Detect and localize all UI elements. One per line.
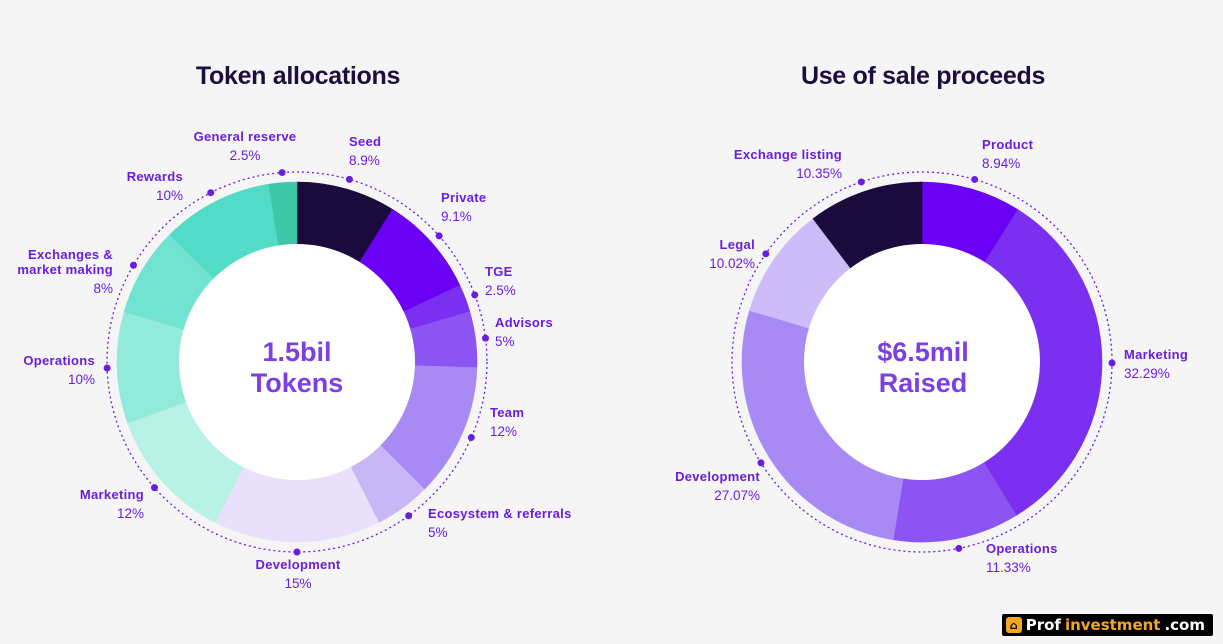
watermark-text-1: Prof — [1025, 616, 1061, 634]
label-value: 9.1% — [441, 209, 472, 224]
marker-dot — [150, 484, 158, 492]
label-team: Team 12% — [490, 405, 524, 439]
label-proceeds-operations: Operations 11.33% — [986, 541, 1058, 575]
donut-hole — [804, 244, 1040, 480]
watermark-logo: ⌂ Prof investment .com — [1001, 614, 1213, 636]
label-ecosystem-referrals: Ecosystem & referrals 5% — [428, 506, 572, 540]
label-value: 5% — [428, 525, 448, 540]
label-text-line2: market making — [17, 262, 113, 277]
label-marketing: Marketing 12% — [46, 487, 144, 521]
label-value: 15% — [284, 576, 312, 591]
use-of-proceeds-title: Use of sale proceeds — [800, 62, 1046, 90]
label-value: 8.9% — [349, 153, 380, 168]
token-total-center-label: 1.5bil Tokens — [187, 337, 407, 399]
marker-dot — [345, 175, 353, 183]
label-product: Product 8.94% — [982, 137, 1033, 171]
label-value: 8.94% — [982, 156, 1021, 171]
label-value: 12% — [116, 506, 144, 521]
label-tge: TGE 2.5% — [485, 264, 516, 298]
label-proceeds-marketing: Marketing 32.29% — [1124, 347, 1188, 381]
label-general-reserve: General reserve 2.5% — [175, 129, 315, 163]
label-operations: Operations 10% — [0, 353, 95, 387]
raised-total-center-label: $6.5mil Raised — [813, 337, 1033, 399]
watermark-text-2: investment — [1064, 616, 1161, 634]
raised-total-value: $6.5mil — [877, 337, 969, 367]
label-text: Legal — [719, 237, 755, 252]
label-text: Product — [982, 137, 1034, 152]
label-development: Development 15% — [248, 557, 348, 591]
marker-dot — [757, 459, 765, 467]
label-value: 10% — [67, 372, 95, 387]
label-value: 12% — [490, 424, 518, 439]
label-value: 5% — [495, 334, 515, 349]
label-text: Ecosystem & referrals — [428, 506, 572, 521]
label-value: 11.33% — [986, 560, 1031, 575]
label-value: 10.02% — [709, 256, 755, 271]
label-seed: Seed 8.9% — [349, 134, 381, 168]
label-text: Advisors — [495, 315, 554, 330]
marker-dot — [293, 548, 301, 556]
marker-dot — [857, 178, 865, 186]
label-value: 8% — [93, 281, 113, 296]
marker-dot — [971, 175, 979, 183]
label-value: 10.35% — [796, 166, 842, 181]
label-text: Development — [255, 557, 341, 572]
label-text: Exchange listing — [733, 147, 842, 162]
donut-hole — [179, 244, 415, 480]
label-text: General reserve — [193, 129, 297, 144]
marker-dot — [955, 544, 963, 552]
marker-dot — [471, 291, 479, 299]
label-advisors: Advisors 5% — [495, 315, 553, 349]
marker-dot — [278, 169, 286, 177]
dotted-guide-ring — [106, 171, 488, 553]
label-private: Private 9.1% — [441, 190, 486, 224]
label-text: Marketing — [79, 487, 144, 502]
marker-dot — [762, 250, 770, 258]
label-value: 32.29% — [1124, 366, 1170, 381]
label-rewards: Rewards 10% — [84, 169, 183, 203]
marker-dot — [482, 334, 490, 342]
donut-chart-2 — [731, 171, 1116, 553]
label-text: Operations — [986, 541, 1058, 556]
label-text-line1: Exchanges & — [28, 247, 113, 262]
token-total-value: 1.5bil — [262, 337, 332, 367]
label-text: Seed — [349, 134, 382, 149]
label-text: Team — [490, 405, 525, 420]
label-proceeds-development: Development 27.07% — [640, 469, 760, 503]
label-text: Private — [441, 190, 487, 205]
marker-dot — [435, 232, 443, 240]
label-exchange-listing: Exchange listing 10.35% — [712, 147, 842, 181]
label-value: 27.07% — [714, 488, 760, 503]
marker-dot — [467, 433, 475, 441]
label-text: Operations — [23, 353, 95, 368]
label-text: Rewards — [126, 169, 183, 184]
donut-chart-1 — [103, 169, 490, 556]
marker-dot — [207, 189, 215, 197]
label-text: Development — [675, 469, 760, 484]
marker-dot — [129, 261, 137, 269]
house-icon: ⌂ — [1005, 617, 1022, 633]
label-legal: Legal 10.02% — [680, 237, 755, 271]
label-value: 10% — [155, 188, 183, 203]
label-text: Marketing — [1124, 347, 1189, 362]
label-exchanges-market-making: Exchanges & market making 8% — [0, 247, 113, 296]
raised-total-unit: Raised — [878, 368, 968, 398]
marker-dot — [1108, 359, 1116, 367]
label-text: TGE — [485, 264, 513, 279]
label-value: 2.5% — [485, 283, 516, 298]
marker-dot — [405, 512, 413, 520]
label-value: 2.5% — [229, 148, 261, 163]
token-total-unit: Tokens — [250, 368, 344, 398]
marker-dot — [103, 364, 111, 372]
watermark-text-3: .com — [1164, 616, 1205, 634]
token-allocations-title: Token allocations — [195, 62, 401, 90]
